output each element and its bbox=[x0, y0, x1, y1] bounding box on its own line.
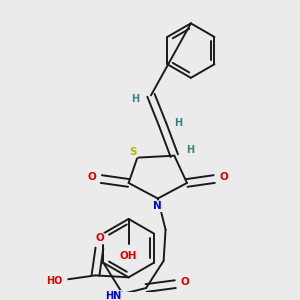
Text: H: H bbox=[186, 145, 194, 155]
Text: OH: OH bbox=[120, 251, 137, 261]
Text: H: H bbox=[174, 118, 182, 128]
Text: HN: HN bbox=[105, 291, 121, 300]
Text: N: N bbox=[153, 201, 162, 211]
Text: H: H bbox=[131, 94, 140, 104]
Text: O: O bbox=[181, 277, 189, 287]
Text: O: O bbox=[87, 172, 96, 182]
Text: O: O bbox=[95, 233, 104, 243]
Text: O: O bbox=[220, 172, 228, 182]
Text: HO: HO bbox=[46, 276, 63, 286]
Text: S: S bbox=[130, 147, 137, 157]
